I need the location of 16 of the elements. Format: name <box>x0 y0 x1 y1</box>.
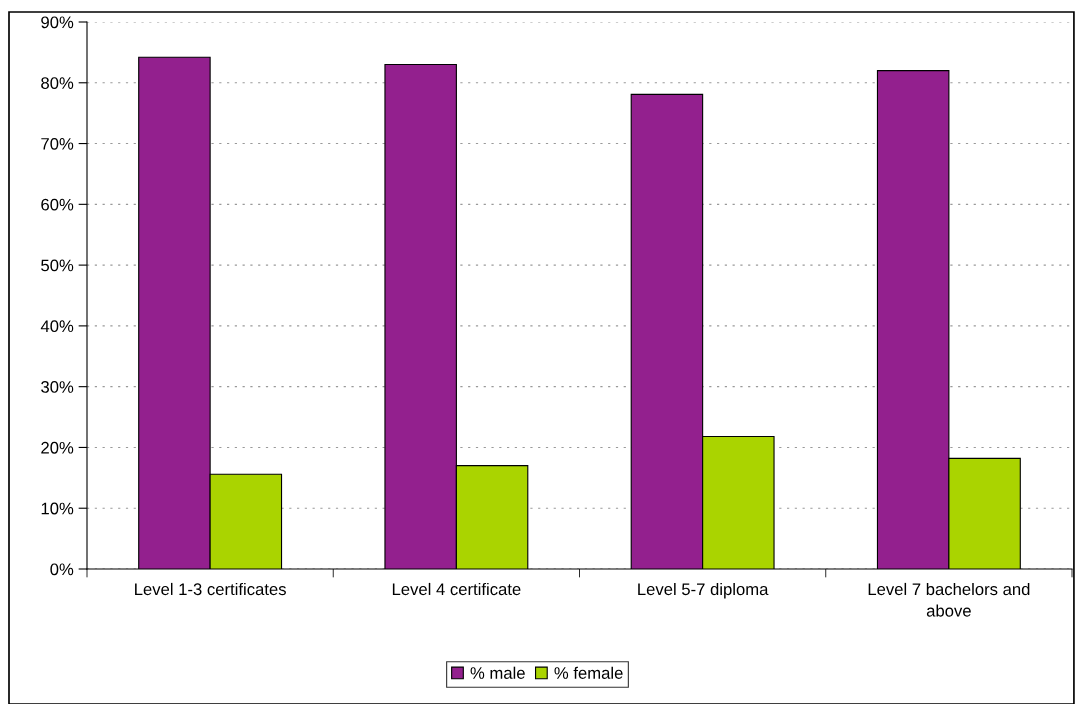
x-tick-label: Level 7 bachelors and above <box>868 582 1030 617</box>
x-tick-label: Level 5-7 diploma <box>638 582 769 599</box>
legend-label: % female <box>554 666 623 679</box>
y-tick-label: 50% <box>41 259 74 272</box>
x-tick-label: Level 4 certificate <box>392 582 521 596</box>
y-tick-label: 80% <box>41 77 74 89</box>
y-tick-label: 40% <box>40 320 74 333</box>
y-tick-label: 70% <box>41 137 74 150</box>
y-tick-label: 0% <box>50 563 74 576</box>
y-tick-label: 60% <box>41 198 74 211</box>
x-tick-label: Level 1-3 certificates <box>135 582 286 596</box>
y-tick-label: 20% <box>41 441 74 454</box>
y-tick-label: 30% <box>41 381 74 393</box>
y-tick-label: 10% <box>41 502 74 515</box>
y-tick-label: 90% <box>41 16 74 29</box>
legend-label: % male <box>470 666 525 679</box>
